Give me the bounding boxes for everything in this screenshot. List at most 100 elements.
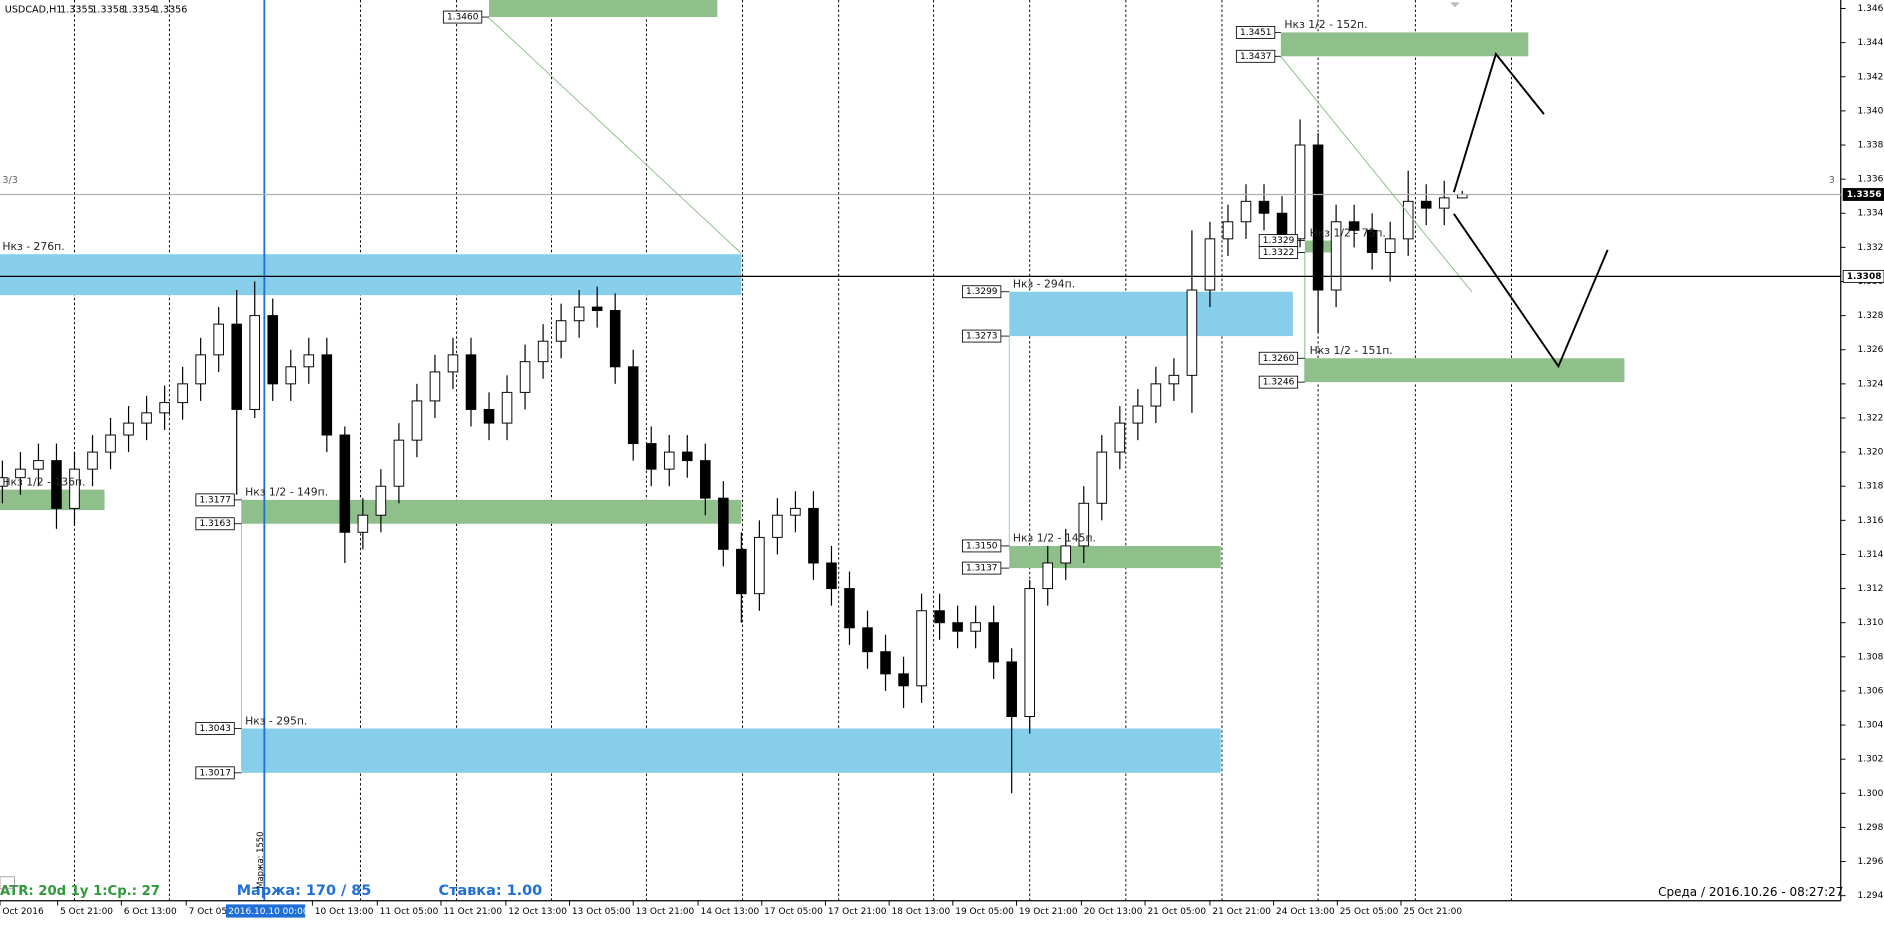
x-tick-label: 24 Oct 13:00 xyxy=(1276,907,1335,917)
candle-body xyxy=(790,507,801,516)
candle-body xyxy=(1168,374,1180,385)
x-tick-label: 20 Oct 13:00 xyxy=(1084,907,1143,917)
candle-body xyxy=(447,354,459,373)
candle-body xyxy=(609,310,621,368)
candle-body xyxy=(177,383,188,404)
y-tick-label: 1.3165 xyxy=(1858,516,1884,526)
price-box-label: 1.3299 xyxy=(966,287,998,297)
x-tick-label: 25 Oct 21:00 xyxy=(1403,907,1462,917)
candle-body xyxy=(213,323,224,356)
price-box-label: 1.3329 xyxy=(1263,236,1295,246)
y-tick-label: 1.3065 xyxy=(1858,686,1884,696)
header-price: 1.3356 xyxy=(154,5,188,16)
rate: Ставка: 1.00 xyxy=(439,883,543,899)
candle-body xyxy=(519,361,531,393)
candle-body xyxy=(0,477,8,487)
candle-body xyxy=(1150,383,1162,407)
x-tick-label: 11 Oct 21:00 xyxy=(443,907,502,917)
candle-body xyxy=(1366,229,1378,253)
window-mark: 3 xyxy=(1829,175,1835,186)
candle-body xyxy=(195,354,206,385)
candle-body xyxy=(375,485,387,516)
x-tick-label: 13 Oct 05:00 xyxy=(572,907,631,917)
price-box-label: 1.3163 xyxy=(199,519,231,529)
window-mark: 3/3 xyxy=(2,175,17,186)
trend-line xyxy=(1280,56,1473,293)
y-tick-label: 1.2945 xyxy=(1858,891,1884,901)
header-price: 1.3355 xyxy=(60,5,94,16)
candle-body xyxy=(1384,238,1396,253)
candle-body xyxy=(69,468,80,509)
forecast-down xyxy=(1453,213,1609,369)
x-tick-label: 21 Oct 05:00 xyxy=(1147,907,1206,917)
y-tick-label: 1.3245 xyxy=(1858,379,1884,389)
candle-body xyxy=(537,340,549,363)
y-tick-label: 1.3085 xyxy=(1858,652,1884,662)
candle-body xyxy=(681,451,693,462)
selected-time: 2016.10.10 00:00 xyxy=(228,907,309,917)
candle-body xyxy=(663,451,675,470)
candle-body xyxy=(1258,200,1270,214)
clock: Среда / 2016.10.26 - 08:27:27 xyxy=(1658,885,1843,899)
price-box-label: 1.3177 xyxy=(199,495,231,505)
candle-body xyxy=(249,315,261,410)
price-box-label: 1.3322 xyxy=(1263,248,1295,258)
y-tick-label: 1.3205 xyxy=(1858,448,1884,458)
y-tick-label: 1.2965 xyxy=(1858,857,1884,867)
candle-body xyxy=(51,460,62,509)
candle-body xyxy=(1402,200,1414,240)
y-tick-label: 1.3265 xyxy=(1858,345,1884,355)
zone xyxy=(1009,291,1293,337)
candle-body xyxy=(952,622,963,632)
y-tick-label: 1.3325 xyxy=(1858,243,1884,253)
x-tick-label: 19 Oct 21:00 xyxy=(1019,907,1078,917)
candle-body xyxy=(1186,289,1198,376)
y-tick-label: 1.3185 xyxy=(1858,482,1884,492)
y-tick-label: 1.3125 xyxy=(1858,584,1884,594)
candle-body xyxy=(1132,405,1144,424)
x-tick-label: 11 Oct 05:00 xyxy=(380,907,439,917)
x-tick-label: 18 Oct 13:00 xyxy=(892,907,951,917)
candle-body xyxy=(411,400,423,441)
y-tick-label: 1.3285 xyxy=(1858,311,1884,321)
candle-body xyxy=(357,514,369,533)
candle-body xyxy=(231,323,242,410)
candle-body xyxy=(1114,422,1126,453)
candle-body xyxy=(627,366,639,445)
y-tick-label: 1.3425 xyxy=(1858,72,1884,82)
candle-body xyxy=(1294,144,1306,240)
candle-body xyxy=(1006,661,1017,718)
x-tick-label: 14 Oct 13:00 xyxy=(700,907,759,917)
candle-body xyxy=(465,354,477,410)
y-tick-label: 1.3445 xyxy=(1858,38,1884,48)
forecast-up xyxy=(1452,52,1545,193)
candle-body xyxy=(1330,221,1342,291)
x-tick-label: 17 Oct 21:00 xyxy=(828,907,887,917)
candle-body xyxy=(393,439,405,487)
candle-body xyxy=(880,651,891,675)
candle-body xyxy=(645,443,657,470)
symbol: USDCAD,H1 xyxy=(5,5,63,16)
level-box xyxy=(1842,188,1884,201)
candle-body xyxy=(591,306,603,311)
vertical-note: Маржа: 1550 xyxy=(255,832,265,889)
x-tick-label: 12 Oct 13:00 xyxy=(508,907,567,917)
zone-label: Нкз 1/2 - 75п. xyxy=(1310,226,1386,239)
candle-body xyxy=(339,434,351,533)
candle-body xyxy=(862,627,873,653)
candle-body xyxy=(105,434,116,453)
y-tick-label: 1.2985 xyxy=(1858,823,1884,833)
candle-body xyxy=(429,371,441,402)
marker xyxy=(1450,2,1460,8)
y-tick-label: 1.3225 xyxy=(1858,413,1884,423)
y-tick-label: 1.3145 xyxy=(1858,550,1884,560)
zone-label: Нкз - 294п. xyxy=(1013,278,1075,291)
x-tick-label: 7 Oct 05:00 xyxy=(189,907,242,917)
zone-label: Нкз 1/2 - 145п. xyxy=(1013,532,1096,545)
candle-body xyxy=(916,610,927,687)
candle-body xyxy=(555,320,567,342)
price-box-label: 1.3137 xyxy=(966,564,998,574)
zone xyxy=(1009,545,1221,569)
candle-body xyxy=(736,548,747,595)
